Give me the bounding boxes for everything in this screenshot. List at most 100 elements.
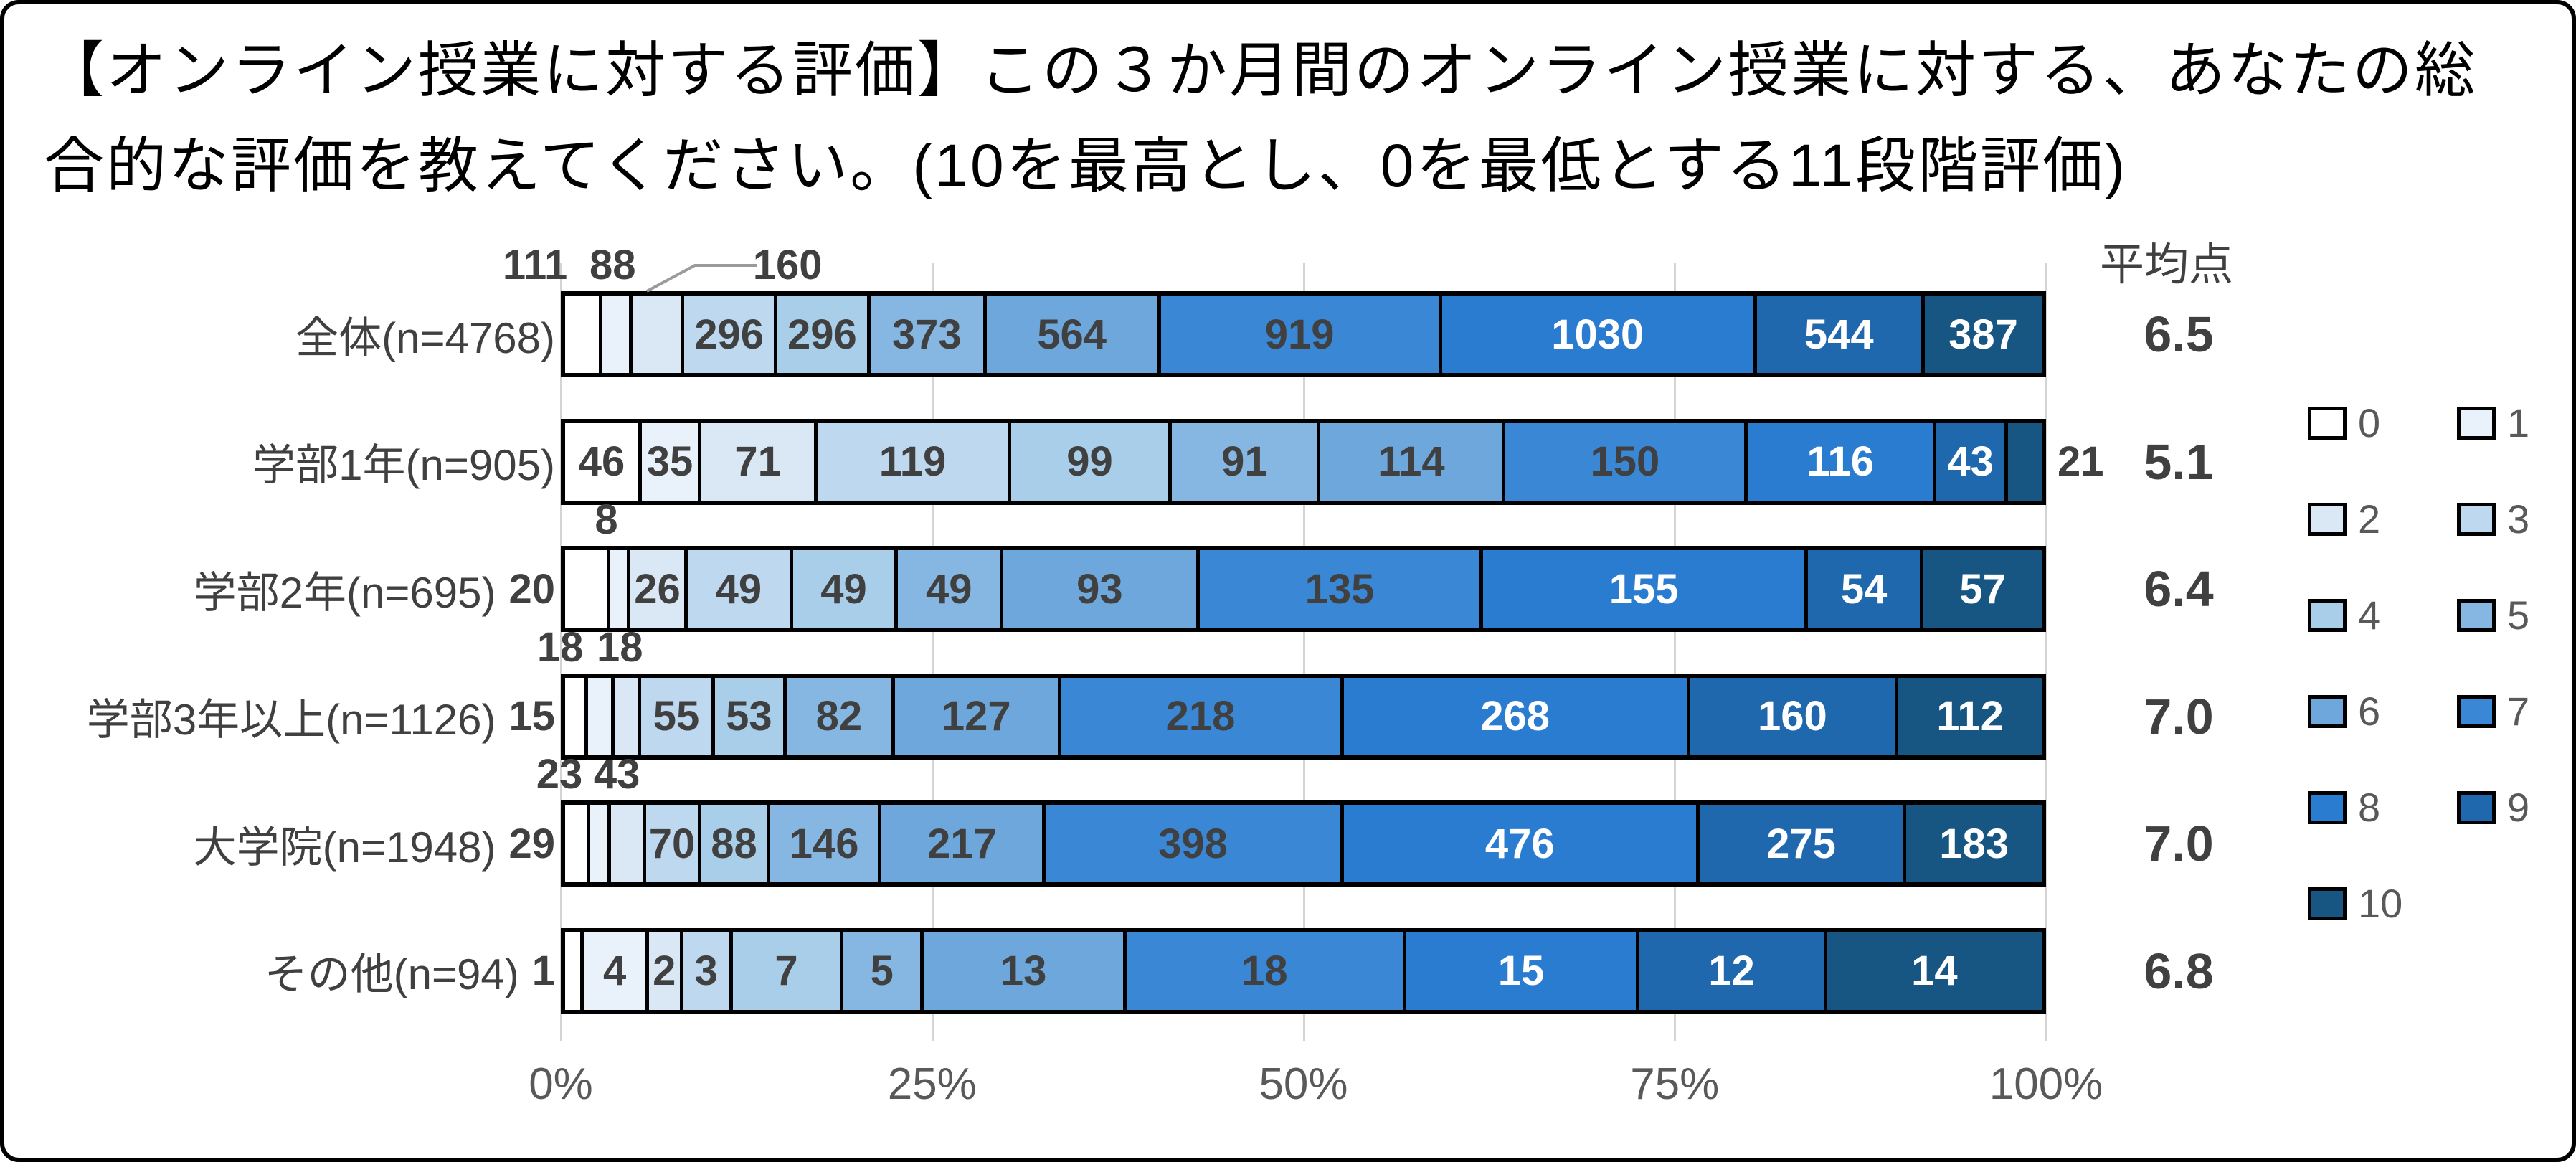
bar-segment: 1030: [1438, 296, 1753, 373]
bar-segment: [584, 677, 611, 755]
bar-segment: 150: [1502, 422, 1745, 501]
legend-item: 1: [2457, 400, 2572, 445]
average-value: 6.8: [2144, 943, 2214, 999]
segment-value-label: 114: [1378, 438, 1445, 485]
average-value: 6.5: [2144, 306, 2214, 362]
legend-item: 7: [2457, 691, 2572, 732]
bar-segment: 217: [878, 805, 1043, 882]
segment-value-label: 4: [602, 948, 627, 994]
bar-segment: 387: [1921, 296, 2042, 373]
bar-segment: [565, 677, 584, 755]
segment-value-label: 57: [1959, 565, 2006, 613]
bar-segment: 112: [1895, 677, 2042, 755]
bar-segment: 146: [766, 805, 879, 882]
stacked-bar: 296 296 373 564 919 1030 544 387: [561, 291, 2046, 377]
row-left-gutter: 全体(n=4768): [295, 291, 561, 377]
bar-segment: 373: [866, 296, 983, 373]
category-label: 学部3年以上(n=1126): [86, 696, 496, 744]
bar-segment: [607, 805, 643, 882]
bar-row: 大学院(n=1948) 29 70 88 146 217 398 476 275 183 23 43 7…: [194, 753, 2214, 887]
segment-value-label: 13: [1000, 948, 1047, 994]
segment-value-label: 275: [1766, 820, 1836, 867]
outside-value-above: 88: [589, 242, 636, 288]
stacked-bar: 4 2 3 7 5 13 18 15 12 14: [561, 927, 2046, 1014]
legend-label: 10: [2358, 881, 2403, 926]
outside-value-above: 43: [593, 751, 640, 798]
segment-value-label: 70: [648, 820, 696, 867]
bar-segment: 476: [1340, 805, 1696, 882]
legend-item: 2: [2308, 499, 2457, 539]
chart-title-line-2: 合的な評価を教えてください。(10を最高とし、0を最低とする11段階評価): [44, 132, 2128, 199]
gridline: [2045, 263, 2047, 1041]
bar-segment: 160: [1686, 677, 1895, 755]
legend-label: 1: [2507, 400, 2530, 445]
segment-value-label: 14: [1911, 948, 1958, 994]
segment-value-label: 46: [578, 438, 625, 485]
legend-label: 6: [2358, 689, 2381, 734]
segment-value-label: 919: [1264, 311, 1335, 358]
bar-segment: 49: [894, 550, 1000, 628]
category-label: 学部2年(n=695): [193, 568, 496, 617]
bar-segment: 35: [638, 422, 698, 501]
legend-swatch: [2308, 695, 2347, 728]
segment-value-label: 218: [1165, 693, 1236, 740]
bar-segment: 49: [684, 550, 790, 628]
bar-segment: 398: [1042, 805, 1340, 882]
bar-segment: 91: [1168, 422, 1317, 501]
gridline: [560, 263, 562, 1041]
segment-value-label: 43: [1947, 438, 1994, 485]
x-tick-label: 25%: [887, 1059, 977, 1109]
legend-item: 0: [2308, 403, 2457, 443]
segment-value-label: 3: [694, 948, 718, 994]
segment-value-label: 160: [1758, 693, 1827, 740]
segment-value-label: 82: [815, 693, 863, 740]
segment-value-label: 26: [634, 565, 681, 613]
segment-value-label: 296: [694, 311, 764, 358]
bar-segment: 544: [1753, 296, 1921, 373]
legend-swatch: [2308, 407, 2347, 440]
segment-value-label: 99: [1066, 438, 1113, 485]
legend-swatch: [2457, 599, 2496, 632]
x-tick-label: 50%: [1259, 1059, 1348, 1109]
segment-value-label: 7: [775, 948, 798, 994]
bar-segment: 4: [580, 932, 645, 1010]
outside-value-above: 23: [536, 751, 583, 798]
row-left-gutter: 学部2年(n=695) 20: [194, 546, 561, 632]
segment-value-label: 2: [653, 948, 676, 994]
bar-segment: 15: [1402, 932, 1637, 1010]
bar-segment: 18: [1123, 932, 1403, 1010]
bar-segment: [565, 932, 581, 1010]
outside-value-above: 111: [502, 242, 568, 288]
bar-segment: 93: [1000, 550, 1196, 628]
legend-item: 5: [2457, 592, 2572, 638]
bar-segment: [610, 677, 638, 755]
legend-label: 9: [2507, 785, 2530, 830]
bar-segment: 71: [697, 422, 815, 501]
bar-segment: 53: [711, 677, 783, 755]
stacked-bar: 46 35 71 119 99 91 114 150 116 43: [561, 418, 2046, 505]
bar-segment: 155: [1479, 550, 1805, 628]
bar-segment: 296: [773, 296, 867, 373]
bar-segment: 14: [1823, 932, 2042, 1010]
legend-label: 3: [2507, 496, 2530, 542]
segment-value-label: 373: [891, 311, 962, 358]
segment-value-label: 54: [1840, 565, 1888, 613]
bar-segment: 49: [789, 550, 895, 628]
legend-label: 5: [2507, 592, 2530, 638]
segment-value-label: 5: [870, 948, 894, 994]
bar-segment: 5: [840, 932, 921, 1010]
legend-label: 8: [2358, 785, 2381, 830]
segment-value-label: 53: [726, 693, 772, 740]
legend-item: 3: [2457, 496, 2572, 542]
row-left-gutter: 学部3年以上(n=1126) 15: [87, 674, 561, 760]
bar-segment: 3: [679, 932, 729, 1010]
segment-value-label: 15: [1497, 948, 1545, 994]
bar-segment: 7: [729, 932, 840, 1010]
average-header: 平均点: [2099, 240, 2233, 290]
bar-segment: [565, 296, 599, 373]
outside-value-above: 18: [536, 623, 584, 671]
legend-item: 10: [2308, 884, 2457, 924]
legend-label: 2: [2358, 496, 2381, 542]
bar-segment: [565, 550, 607, 628]
bar-segment: [628, 296, 681, 373]
